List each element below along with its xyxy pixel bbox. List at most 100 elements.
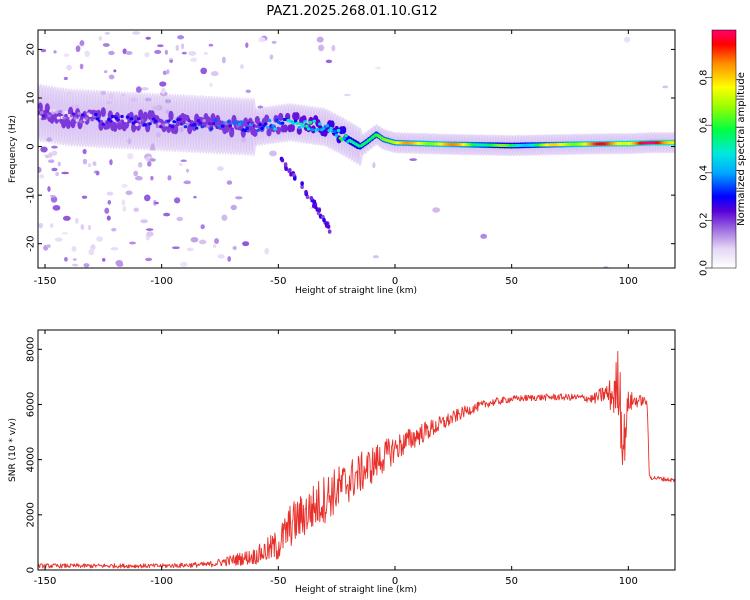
heatmap-noise-blob — [111, 227, 117, 232]
heatmap-noise-blob — [104, 32, 111, 35]
heatmap-noise-blob — [159, 81, 167, 87]
heatmap-noise-blob — [116, 262, 124, 267]
colorbar-gradient — [711, 29, 737, 269]
colorbar-ticks: 0.0 0.2 0.4 0.6 0.8 — [699, 70, 712, 276]
heatmap-branch-blob — [309, 195, 314, 201]
heatmap-ridge-core — [49, 109, 53, 113]
heatmap-noise-blob — [168, 57, 173, 61]
heatmap-noise-blob — [145, 36, 151, 40]
heatmap-noise-blob — [106, 191, 114, 196]
heatmap-noise-blob — [409, 158, 418, 161]
heatmap-branch-blob — [324, 221, 329, 226]
heatmap-branch-blob — [292, 172, 296, 178]
heatmap-ridge-core — [138, 123, 143, 127]
heatmap-branch-blob — [304, 190, 308, 195]
heatmap-noise-blob — [217, 254, 225, 259]
heatmap-ridge-core — [155, 124, 160, 128]
heatmap-noise-blob — [74, 217, 79, 224]
heatmap-y-axis-label: Frequency (Hz) — [8, 115, 18, 183]
heatmap-ridge-core — [120, 114, 124, 119]
heatmap-ridge-core — [334, 133, 339, 138]
heatmap-ridge-core — [306, 127, 311, 131]
snr-y-axis-label: SNR (10 * v/v) — [8, 418, 18, 482]
heatmap-noise-blob — [110, 247, 119, 251]
heatmap-ridge-band — [168, 110, 174, 121]
heatmap-ridge-core — [133, 120, 137, 124]
heatmap-noise-blob — [145, 257, 153, 262]
heatmap-noise-blob — [226, 180, 233, 185]
heatmap-noise-blob — [144, 52, 150, 58]
heatmap-noise-blob — [343, 93, 351, 97]
colorbar-label: Normalized spectral amplitude — [736, 72, 747, 226]
heatmap-noise-blob — [79, 63, 84, 70]
heatmap-ridge-core — [45, 109, 50, 113]
heatmap-y-tick-label: -20 — [26, 236, 37, 252]
heatmap-ridge-core — [206, 124, 210, 128]
snr-plot-area — [38, 330, 675, 570]
heatmap-noise-blob — [227, 256, 232, 262]
heatmap-ridge-core — [193, 122, 197, 127]
heatmap-noise-blob — [83, 263, 90, 268]
heatmap-ridge-core — [101, 122, 106, 126]
heatmap-ridge-core — [209, 127, 214, 131]
heatmap-noise-blob — [176, 216, 184, 222]
heatmap-noise-blob — [177, 35, 185, 40]
heatmap-noise-blob — [188, 50, 197, 56]
heatmap-ridge-core — [273, 127, 277, 131]
heatmap-x-tick-label: 50 — [505, 276, 518, 287]
heatmap-noise-blob — [75, 45, 81, 53]
heatmap-branch-blob — [287, 168, 291, 174]
heatmap-branch-blob — [300, 184, 304, 190]
heatmap-ridge-core — [336, 128, 341, 133]
heatmap-noise-blob — [180, 261, 188, 267]
heatmap-ridge-core — [207, 122, 212, 126]
heatmap-ridge-band — [138, 109, 144, 120]
snr-x-tick-label: 100 — [619, 576, 638, 587]
heatmap-noise-blob — [179, 163, 183, 167]
heatmap-ridge-core — [237, 122, 242, 126]
heatmap-noise-blob — [51, 167, 58, 172]
snr-x-tick-label: -50 — [270, 576, 286, 587]
heatmap-ridge-core — [172, 120, 177, 124]
heatmap-noise-blob — [48, 159, 55, 164]
heatmap-ridge-core — [84, 116, 89, 121]
heatmap-ridge-core — [194, 126, 199, 130]
heatmap-noise-blob — [432, 207, 441, 213]
heatmap-noise-blob — [154, 201, 159, 205]
heatmap-noise-blob — [61, 231, 69, 235]
heatmap-noise-blob — [167, 175, 172, 181]
heatmap-ridge-core — [265, 125, 270, 130]
heatmap-ridge-core — [196, 119, 201, 123]
heatmap-noise-blob — [87, 224, 92, 231]
heatmap-noise-blob — [240, 64, 244, 70]
snr-x-tick-label: 0 — [392, 576, 398, 587]
heatmap-ridge-band — [131, 122, 137, 133]
heatmap-noise-blob — [137, 161, 143, 168]
heatmap-marks — [38, 31, 675, 268]
heatmap-ridge-core — [258, 123, 262, 127]
heatmap-noise-blob — [88, 248, 95, 256]
heatmap-ridge-core — [303, 120, 307, 124]
heatmap-x-tick-label: -50 — [270, 276, 286, 287]
heatmap-noise-blob — [269, 150, 277, 157]
heatmap-noise-blob — [52, 204, 61, 211]
heatmap-ridge-core — [58, 109, 63, 114]
chart-title: PAZ1.2025.268.01.10.G12 — [266, 4, 437, 19]
heatmap-y-tick-label: 0 — [26, 143, 37, 149]
heatmap-frame — [37, 29, 676, 269]
heatmap-ridge-core — [118, 120, 122, 124]
heatmap-ridge-core — [129, 117, 134, 121]
heatmap-x-ticks: -150 -100 -50 0 50 100 — [34, 30, 638, 287]
heatmap-noise-blob — [102, 43, 110, 47]
heatmap-noise-blob — [125, 51, 133, 56]
heatmap-ridge-core — [140, 118, 145, 122]
heatmap-noise-blob — [149, 158, 156, 162]
heatmap-noise-blob — [133, 170, 139, 177]
heatmap-ridge-core — [75, 118, 79, 122]
heatmap-ridge-core — [325, 124, 330, 128]
heatmap-ridge-core — [157, 122, 162, 126]
heatmap-noise-blob — [113, 69, 117, 73]
heatmap-noise-blob — [235, 196, 243, 200]
heatmap-ridge-core — [99, 120, 104, 124]
